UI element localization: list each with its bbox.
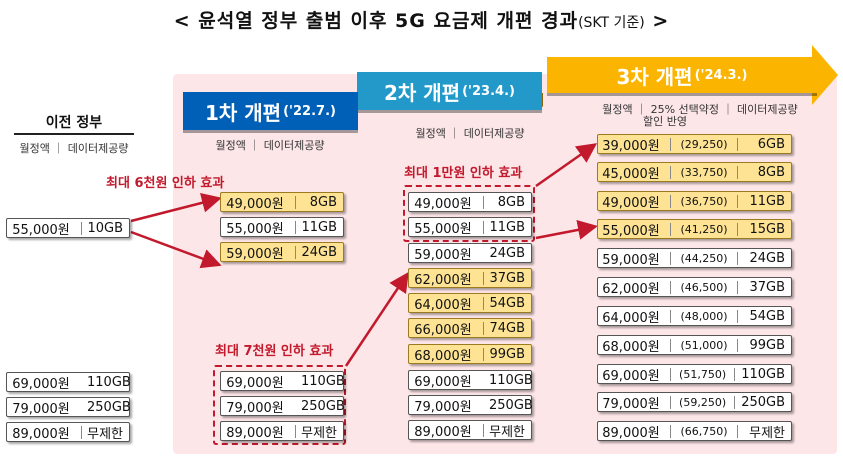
highlight-group (403, 185, 535, 242)
plan-row: 89,000원 (66,750) 무제한 (597, 421, 792, 441)
plan-row: 55,000원 11GB (408, 217, 532, 237)
highlight-group (213, 365, 346, 445)
plan-row: 69,000원 110GB (408, 370, 533, 390)
previous-government-title: 이전 정부 (45, 115, 103, 131)
plan-row: 59,000원 24GB (220, 242, 344, 262)
plan-row: 39,000원 (29,250) 6GB (597, 134, 792, 154)
plan-row: 49,000원 8GB (408, 192, 532, 212)
round2-column-header: 월정액 ｜ 데이터제공량 (415, 127, 525, 140)
plan-row: 79,000원 (59,250) 250GB (597, 392, 792, 412)
round3-column-subheader: 할인 반영 (643, 115, 687, 128)
plan-row: 68,000원 (51,000) 99GB (597, 335, 792, 355)
divider (14, 133, 134, 135)
round2-banner: 2차 개편 ('23.4.) (357, 72, 542, 110)
plan-row: 79,000원 250GB (220, 396, 345, 416)
plan-row: 62,000원 37GB (408, 268, 532, 288)
plan-row: 69,000원 110GB (6, 372, 131, 392)
round3-banner: 3차 개편 ('24.3.) (547, 57, 817, 93)
plan-row: 79,000원 250GB (6, 397, 131, 417)
plan-row: 68,000원 99GB (408, 344, 532, 364)
round3-column-header: 월정액 ｜ 25% 선택약정 ｜ 데이터제공량 (602, 103, 798, 116)
plan-row: 89,000원 무제한 (408, 420, 532, 440)
plan-row: 59,000원 (44,250) 24GB (597, 248, 792, 268)
round1-column-header: 월정액 ｜ 데이터제공량 (215, 139, 325, 152)
plan-row: 89,000원 무제한 (6, 422, 130, 442)
plan-row: 69,000원 (51,750) 110GB (597, 364, 792, 384)
plan-row: 69,000원 110GB (220, 371, 345, 391)
note-10k-reduction: 최대 1만원 인하 효과 (404, 166, 523, 181)
plan-row: 62,000원 (46,500) 37GB (597, 277, 792, 297)
plan-row: 64,000원 (48,000) 54GB (597, 306, 792, 326)
plan-row: 49,000원 (36,750) 11GB (597, 191, 792, 211)
plan-row: 89,000원 무제한 (220, 421, 344, 441)
plan-row: 45,000원 (33,750) 8GB (597, 162, 792, 182)
plan-row: 79,000원 250GB (408, 395, 533, 415)
plan-row: 55,000원 (41,250) 15GB (597, 219, 792, 239)
plan-row: 55,000원 10GB (6, 218, 130, 238)
round1-banner: 1차 개편 ('22.7.) (183, 92, 358, 130)
plan-row: 64,000원 54GB (408, 293, 532, 313)
page-title: < 윤석열 정부 출범 이후 5G 요금제 개편 경과(SKT 기준) > (173, 10, 670, 32)
note-7k-reduction: 최대 7천원 인하 효과 (215, 344, 334, 359)
plan-row: 49,000원 8GB (220, 192, 344, 212)
previous-column-header: 월정액 ｜ 데이터제공량 (19, 142, 129, 155)
plan-row: 66,000원 74GB (408, 318, 532, 338)
plan-row: 59,000원 24GB (408, 243, 532, 263)
note-6k-reduction: 최대 6천원 인하 효과 (106, 176, 225, 191)
plan-row: 55,000원 11GB (220, 217, 344, 237)
